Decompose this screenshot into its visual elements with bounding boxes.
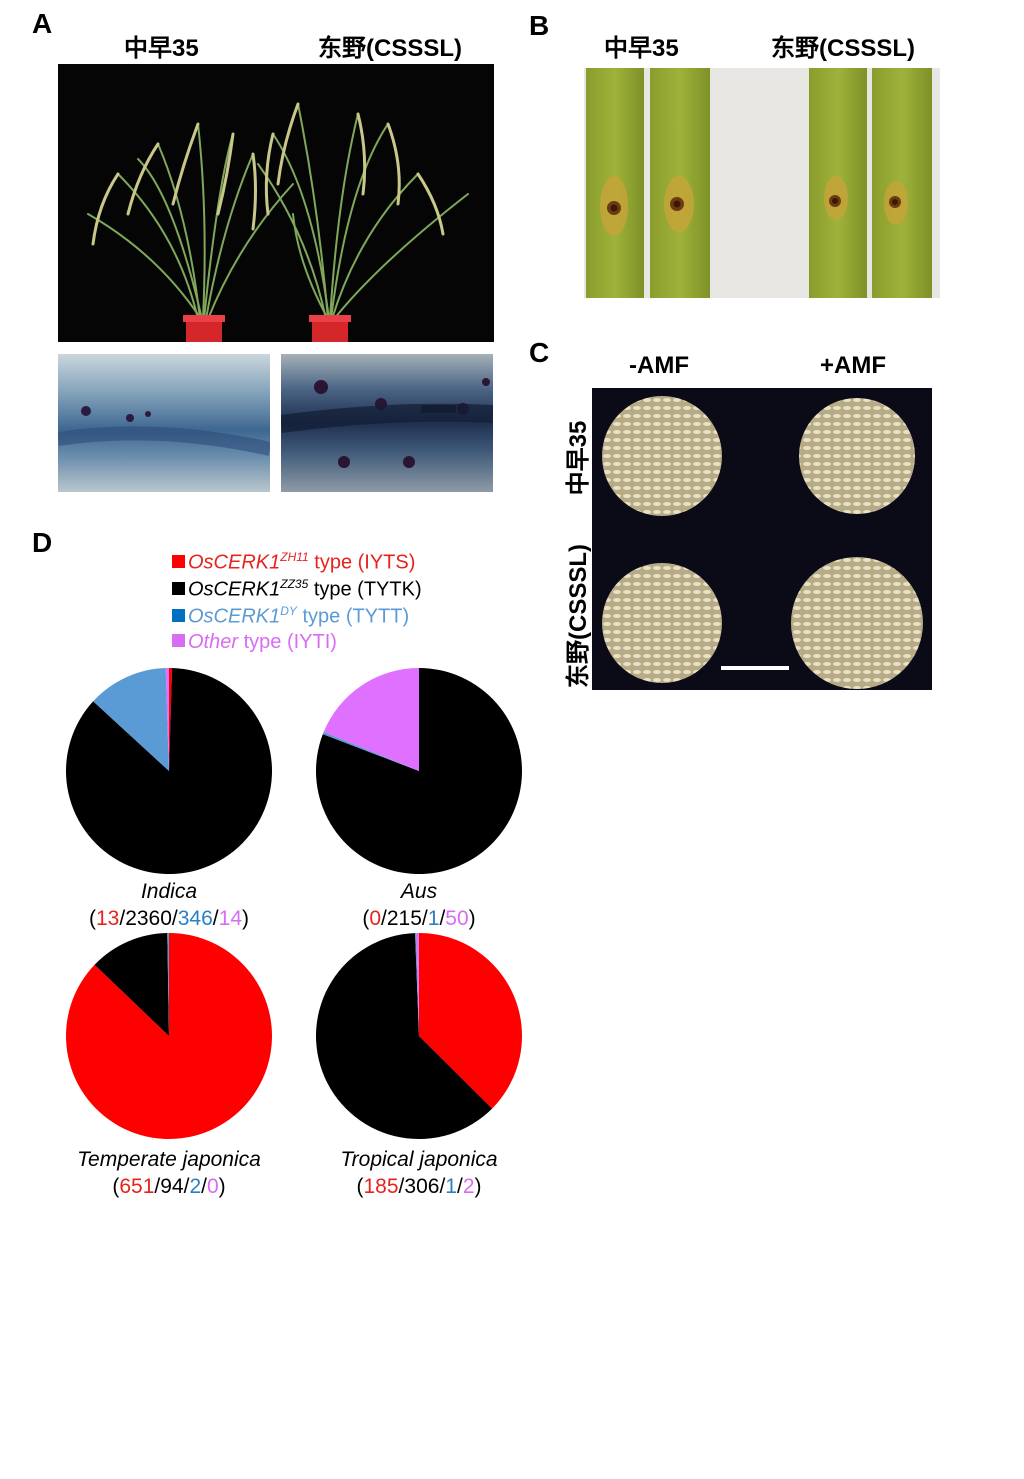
panel-b-header-dongye: 东野(CSSSL): [771, 28, 915, 63]
legend-item: OsCERK1ZZ35 type (TYTK): [172, 577, 422, 602]
pie-slice: [93, 668, 169, 771]
legend-allele: ZH11: [280, 550, 308, 564]
rice-plants-photo: [58, 64, 494, 342]
pie-count-value: 215: [387, 907, 422, 930]
pie-count-value: 14: [219, 907, 242, 930]
scale-bar: [721, 666, 789, 670]
root-micrograph-zz35: [58, 354, 270, 492]
legend-swatch: [172, 555, 185, 568]
pie-slice: [416, 933, 419, 1036]
pie-count-value: 94: [160, 1175, 183, 1198]
pie-count-value: 1: [445, 1175, 457, 1198]
pie-group-label: Aus: [269, 880, 569, 904]
legend-allele: DY: [280, 604, 297, 618]
pie-count-label: (185/306/1/2): [269, 1175, 569, 1199]
legend-type: type (IYTI): [238, 631, 337, 653]
panel-letter-a: A: [32, 8, 52, 40]
legend-type: type (IYTS): [309, 552, 416, 574]
pie-slice: [167, 933, 169, 1036]
pie-count-value: 0: [369, 907, 381, 930]
pie-count-value: 0: [207, 1175, 219, 1198]
panel-letter-b: B: [529, 10, 549, 42]
pie-count-value: 1: [428, 907, 440, 930]
pie-group-label: Tropical japonica: [269, 1148, 569, 1172]
pie-count-value: 185: [364, 1175, 399, 1198]
pie-slice: [316, 668, 522, 874]
legend-allele: ZZ35: [280, 577, 308, 591]
panel-c-header-minus-amf: -AMF: [629, 352, 689, 380]
pie-count-value: 2: [463, 1175, 475, 1198]
panel-c-row-label-dongye: 东野(CSSSL): [558, 548, 586, 688]
panel-c-header-plus-amf: +AMF: [820, 352, 886, 380]
pie-slice: [316, 933, 492, 1139]
pie-count-value: 50: [445, 907, 468, 930]
panel-letter-d: D: [32, 527, 52, 559]
legend-type: type (TYTK): [308, 579, 421, 601]
pie-slice: [415, 933, 419, 1036]
pie-slice: [419, 933, 522, 1109]
legend-item: OsCERK1DY type (TYTT): [172, 604, 409, 629]
pie-count-value: 346: [178, 907, 213, 930]
legend-gene: Other: [188, 631, 238, 653]
legend-swatch: [172, 609, 185, 622]
panel-a-header-zz35: 中早35: [124, 28, 199, 63]
seed-pile-photo: [592, 388, 932, 690]
pie-slice: [66, 933, 272, 1139]
legend-type: type (TYTT): [297, 606, 409, 628]
pie-count-value: 13: [96, 907, 119, 930]
pie-count-value: 2360: [125, 907, 172, 930]
panel-c-row-label-zz35: 中早35: [558, 418, 586, 498]
pie-slice: [324, 668, 419, 771]
legend-gene: OsCERK1: [188, 552, 280, 574]
pie-slice: [169, 668, 172, 771]
pie-count-value: 651: [119, 1175, 154, 1198]
pie-slice: [66, 668, 272, 874]
pie-count-value: 2: [189, 1175, 201, 1198]
root-micrograph-dongye: [281, 354, 493, 492]
panel-b-header-zz35: 中早35: [604, 28, 679, 63]
legend-swatch: [172, 582, 185, 595]
legend-item: Other type (IYTI): [172, 631, 337, 654]
pie-slice: [323, 732, 419, 771]
panel-letter-c: C: [529, 337, 549, 369]
legend-swatch: [172, 634, 185, 647]
pie-count-value: 306: [404, 1175, 439, 1198]
leaf-lesion-photo: [584, 68, 940, 298]
pie-slice: [95, 933, 169, 1036]
pie-slice: [166, 668, 169, 771]
panel-a-header-dongye: 东野(CSSSL): [318, 28, 462, 63]
legend-gene: OsCERK1: [188, 579, 280, 601]
legend-item: OsCERK1ZH11 type (IYTS): [172, 550, 415, 575]
pie-count-label: (0/215/1/50): [269, 907, 569, 931]
legend-gene: OsCERK1: [188, 606, 280, 628]
